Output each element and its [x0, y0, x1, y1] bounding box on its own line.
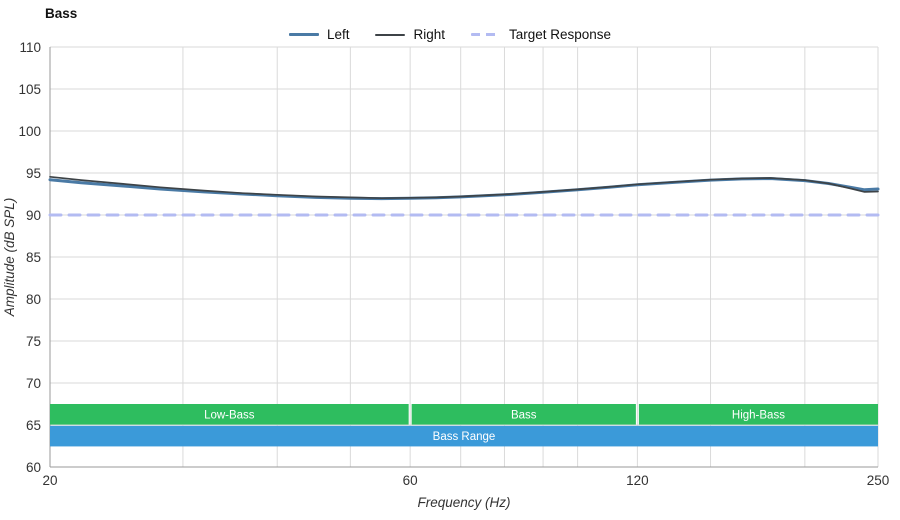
y-tick-label-100: 100	[18, 124, 41, 139]
x-axis-label: Frequency (Hz)	[417, 495, 510, 510]
band-low-bass	[50, 404, 409, 425]
legend-label-target-response: Target Response	[508, 27, 612, 42]
band-bass-range	[50, 425, 878, 447]
y-tick-label-90: 90	[26, 208, 41, 223]
legend-label-left: Left	[326, 27, 350, 42]
chart-legend: Left Right Target Response	[0, 27, 900, 42]
y-tick-label-85: 85	[26, 250, 41, 265]
band-label-high-bass: High-Bass	[732, 409, 785, 421]
band-high-bass	[638, 404, 878, 425]
right-line-swatch	[375, 33, 406, 36]
y-tick-label-60: 60	[26, 460, 41, 475]
x-tick-label-120: 120	[626, 473, 649, 488]
legend-item-target-response[interactable]: Target Response	[470, 27, 612, 42]
legend-item-right[interactable]: Right	[375, 27, 445, 42]
band-label-low-bass: Low-Bass	[204, 409, 255, 421]
legend-label-right: Right	[413, 27, 445, 42]
x-tick-label-250: 250	[867, 473, 890, 488]
x-tick-label-60: 60	[403, 473, 418, 488]
y-tick-label-70: 70	[26, 376, 41, 391]
target-response-line-swatch	[470, 33, 501, 36]
y-tick-label-105: 105	[18, 82, 41, 97]
band-bass	[411, 404, 636, 425]
y-tick-label-80: 80	[26, 292, 41, 307]
band-label-bass: Bass	[511, 409, 537, 421]
y-tick-label-75: 75	[26, 334, 41, 349]
y-tick-label-65: 65	[26, 418, 41, 433]
y-axis-label: Amplitude (dB SPL)	[2, 198, 17, 318]
band-label-bass-range: Bass Range	[433, 431, 496, 443]
series-line-right	[49, 175, 879, 200]
x-tick-label-20: 20	[42, 473, 57, 488]
y-tick-label-110: 110	[19, 40, 41, 55]
left-line-swatch	[288, 32, 319, 37]
chart-title: Bass	[45, 6, 78, 21]
y-tick-label-95: 95	[26, 166, 41, 181]
legend-item-left[interactable]: Left	[288, 27, 350, 42]
